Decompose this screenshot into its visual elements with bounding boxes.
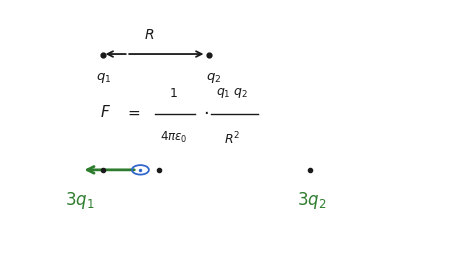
Text: $=$: $=$	[125, 105, 141, 119]
Text: $\cdot$: $\cdot$	[203, 103, 209, 121]
Text: R: R	[145, 28, 155, 42]
Text: 1: 1	[169, 87, 177, 100]
Text: $R^2$: $R^2$	[224, 130, 240, 147]
Text: $q_1\ q_2$: $q_1\ q_2$	[216, 86, 248, 100]
Text: $F$: $F$	[100, 104, 110, 120]
Text: $q_1$: $q_1$	[96, 71, 111, 85]
Text: $q_2$: $q_2$	[206, 71, 222, 85]
Text: $3q_2$: $3q_2$	[297, 190, 327, 211]
Text: $4\pi\varepsilon_0$: $4\pi\varepsilon_0$	[160, 130, 187, 146]
Text: $3q_1$: $3q_1$	[65, 190, 94, 211]
